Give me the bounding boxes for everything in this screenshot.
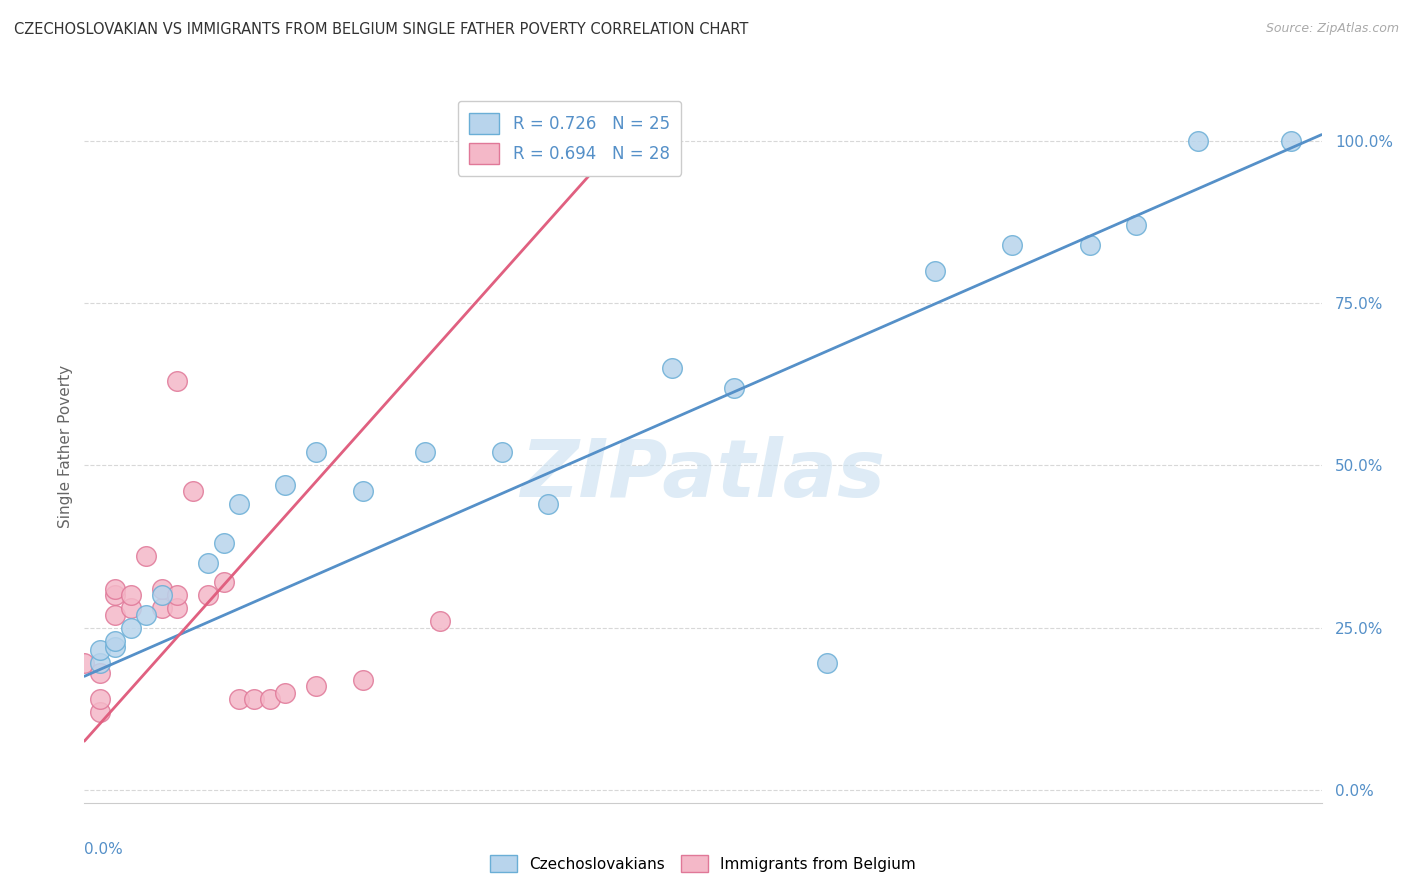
Point [537,497,560,511]
Point [815,657,838,671]
Point [723,381,745,395]
Point [305,445,328,459]
Point [135,549,157,564]
Point [104,582,127,596]
Text: Source: ZipAtlas.com: Source: ZipAtlas.com [1265,22,1399,36]
Point [491,445,513,459]
Point [228,497,250,511]
Point [197,588,219,602]
Point [352,484,374,499]
Point [181,484,204,499]
Point [89,692,111,706]
Point [89,643,111,657]
Point [135,607,157,622]
Point [413,445,436,459]
Point [89,657,111,671]
Point [274,685,297,699]
Point [150,601,173,615]
Point [104,588,127,602]
Point [1187,134,1209,148]
Point [104,640,127,654]
Point [212,536,235,550]
Point [924,264,946,278]
Point [166,588,188,602]
Point [89,705,111,719]
Point [104,607,127,622]
Point [150,588,173,602]
Text: CZECHOSLOVAKIAN VS IMMIGRANTS FROM BELGIUM SINGLE FATHER POVERTY CORRELATION CHA: CZECHOSLOVAKIAN VS IMMIGRANTS FROM BELGI… [14,22,748,37]
Point [166,601,188,615]
Point [537,134,560,148]
Point [120,601,142,615]
Point [506,134,529,148]
Point [429,614,451,628]
Point [1125,219,1147,233]
Point [274,478,297,492]
Y-axis label: Single Father Poverty: Single Father Poverty [58,365,73,527]
Point [661,361,683,376]
Legend: R = 0.726   N = 25, R = 0.694   N = 28: R = 0.726 N = 25, R = 0.694 N = 28 [458,101,682,176]
Point [305,679,328,693]
Point [120,621,142,635]
Point [89,666,111,681]
Point [120,588,142,602]
Point [73,657,96,671]
Text: ZIPatlas: ZIPatlas [520,435,886,514]
Text: 0.0%: 0.0% [84,842,124,857]
Point [212,575,235,590]
Point [352,673,374,687]
Point [259,692,281,706]
Legend: Czechoslovakians, Immigrants from Belgium: Czechoslovakians, Immigrants from Belgiu… [482,847,924,880]
Point [150,582,173,596]
Point [104,633,127,648]
Point [614,134,637,148]
Point [243,692,266,706]
Point [228,692,250,706]
Point [1001,238,1024,252]
Point [166,374,188,388]
Point [197,556,219,570]
Point [1279,134,1302,148]
Point [1078,238,1101,252]
